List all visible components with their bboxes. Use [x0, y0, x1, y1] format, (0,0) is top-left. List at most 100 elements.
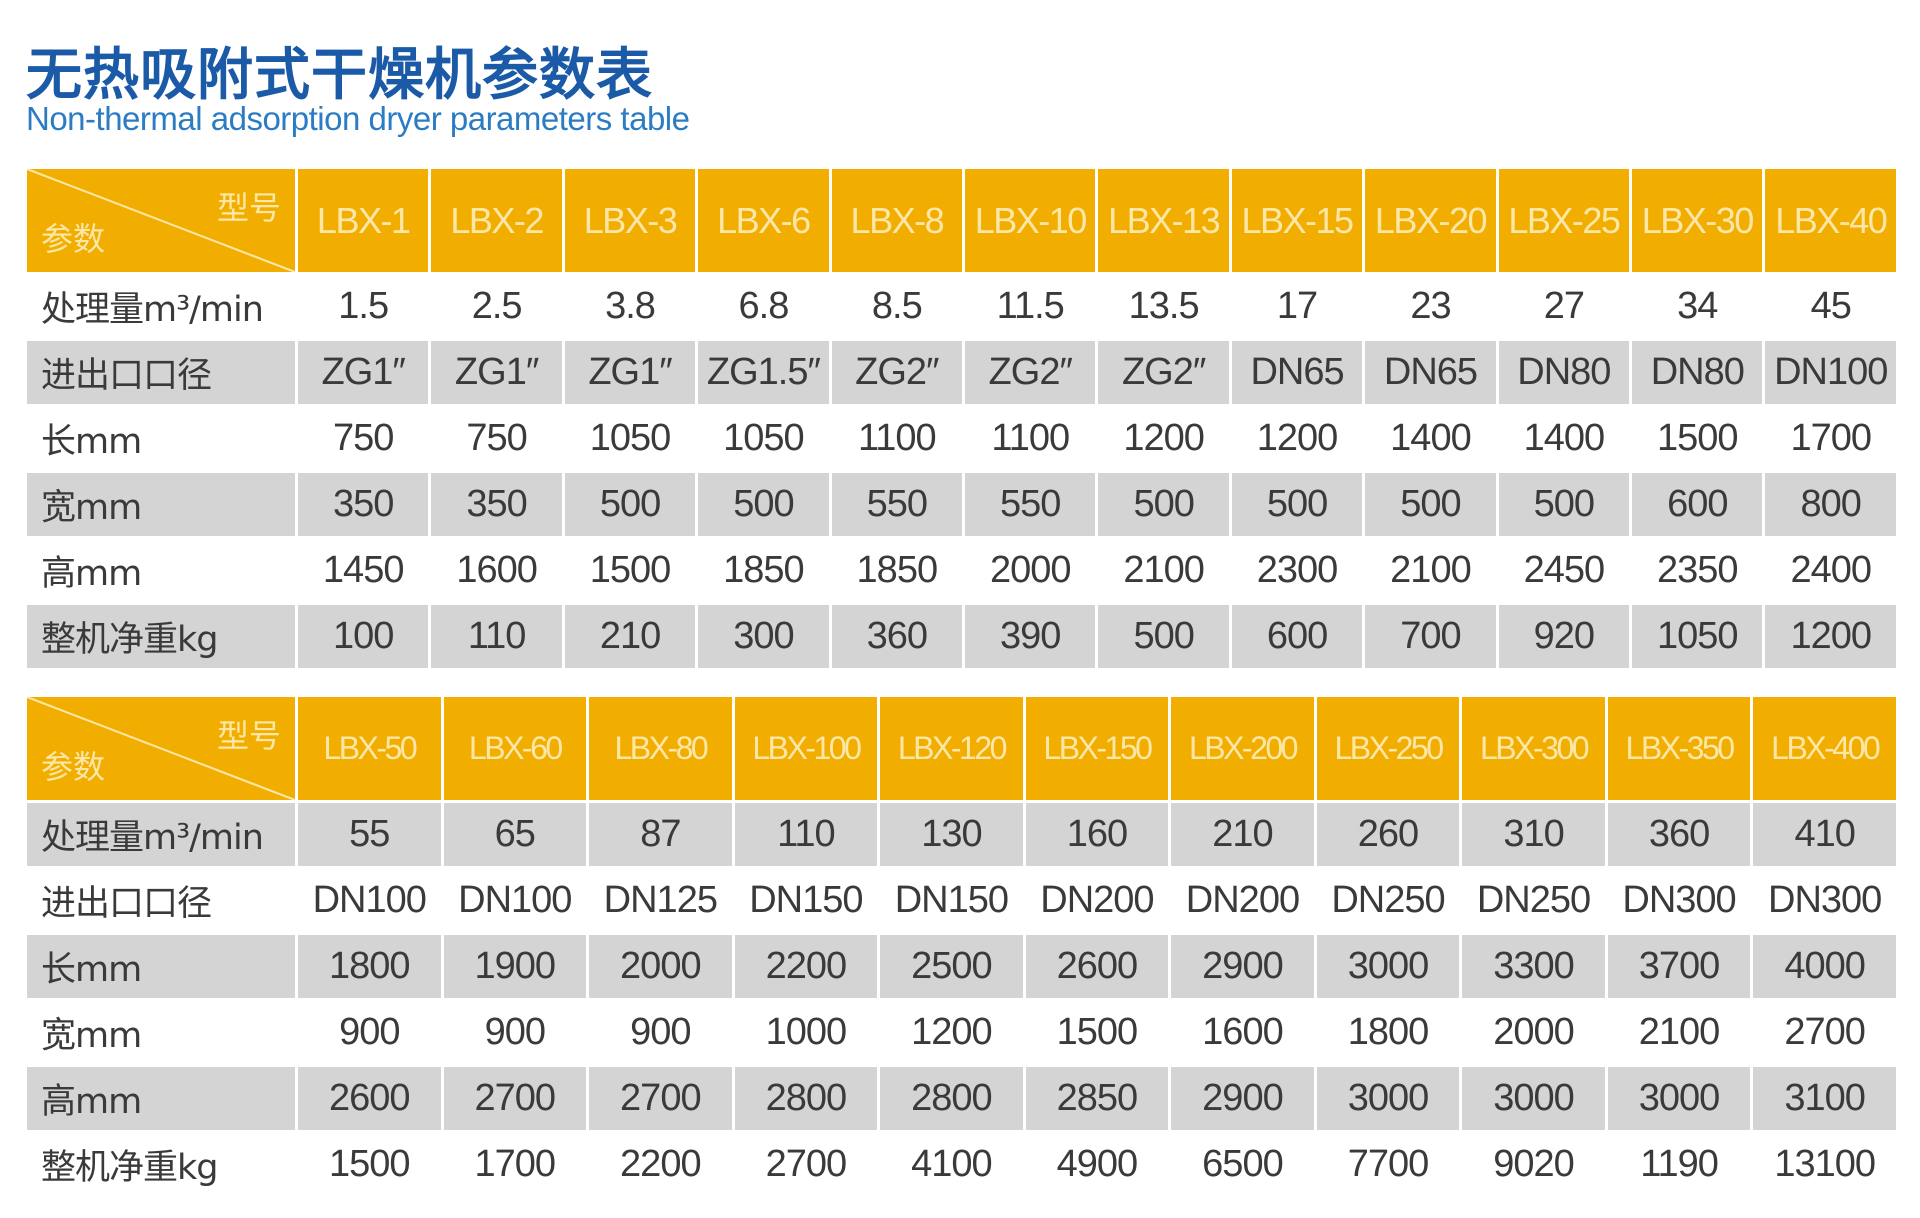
model-header-cell: LBX-200	[1171, 697, 1314, 800]
value-cell: DN80	[1498, 341, 1630, 404]
value-cell: 1700	[1790, 417, 1872, 459]
value-cell: DN200	[1185, 879, 1300, 921]
value-cell: 2400	[1790, 549, 1872, 591]
value-cell: 7700	[1347, 1143, 1430, 1185]
value-cell: 500	[1231, 473, 1363, 536]
model-header-cell: LBX-10	[965, 169, 1096, 272]
value-cell: 600	[1231, 605, 1363, 668]
value-cell: 1190	[1640, 1143, 1719, 1185]
value-cell: 8.5	[871, 285, 923, 327]
value-cell: 3000	[1462, 1067, 1605, 1130]
value-cell: 1600	[456, 549, 538, 591]
spec-table-2: 型号 参数 LBX-50 LBX-60 LBX-80 LBX-100 LBX-120 LBX-…	[24, 694, 1899, 1199]
value-cell: 13.5	[1128, 285, 1200, 327]
model-label: 型号	[216, 189, 281, 227]
value-cell: ZG1″	[298, 341, 429, 404]
value-cell: DN250	[1476, 879, 1591, 921]
value-cell: 210	[564, 605, 696, 668]
model-header-cell: LBX-15	[1231, 169, 1363, 272]
value-cell: 500	[1098, 605, 1229, 668]
value-cell: 1800	[1347, 1011, 1430, 1053]
model-header-cell: LBX-50	[298, 697, 441, 800]
value-cell: 4000	[1753, 935, 1896, 998]
corner-header-cell: 型号参数	[27, 169, 295, 272]
value-cell: 550	[965, 473, 1096, 536]
value-cell: 360	[1607, 803, 1751, 866]
model-header-cell: LBX-100	[734, 697, 878, 800]
row-label: 宽mm	[41, 1016, 142, 1056]
model-header-cell: LBX-20	[1365, 169, 1496, 272]
value-cell: 500	[1498, 473, 1630, 536]
param-label: 参数	[41, 748, 106, 786]
value-cell: 87	[589, 803, 732, 866]
value-cell: DN100	[312, 879, 427, 921]
value-cell: ZG2″	[965, 341, 1096, 404]
value-cell: 34	[1677, 285, 1718, 327]
value-cell: 6.8	[738, 285, 790, 327]
value-cell: 1400	[1390, 417, 1472, 459]
value-cell: 100	[298, 605, 429, 668]
model-header-cell: LBX-40	[1765, 169, 1896, 272]
value-cell: 500	[1098, 473, 1229, 536]
table-row: 处理量m³/min 55 65 87 110 130 160 210 260 310 360 410	[27, 803, 1896, 866]
value-cell: 2450	[1523, 549, 1606, 591]
table-row: 宽mm 350 350 500 500 550 550 500 500 500 500 600 800	[27, 473, 1896, 536]
value-cell: 550	[831, 473, 963, 536]
row-label: 进出口口径	[27, 341, 295, 404]
value-cell: ZG1″	[431, 341, 562, 404]
page-title: 无热吸附式干燥机参数表	[26, 43, 653, 108]
value-cell: 1850	[856, 549, 939, 591]
value-cell: 2200	[734, 935, 878, 998]
value-cell: 1.5	[338, 285, 389, 327]
value-cell: DN150	[749, 879, 863, 921]
model-header-cell: LBX-400	[1753, 697, 1896, 800]
value-cell: 1050	[723, 417, 805, 459]
model-header-cell: LBX-300	[1462, 697, 1605, 800]
value-cell: 310	[1462, 803, 1605, 866]
value-cell: 2300	[1256, 549, 1339, 591]
row-label: 长mm	[41, 422, 142, 462]
value-cell: 1700	[474, 1143, 557, 1185]
value-cell: 2100	[1123, 549, 1205, 591]
table-row: 进出口口径 ZG1″ ZG1″ ZG1″ ZG1.5″ ZG2″ ZG2″ ZG2″ DN65 D…	[27, 341, 1896, 404]
value-cell: 2800	[880, 1067, 1023, 1130]
value-cell: DN100	[1765, 341, 1896, 404]
corner-header-cell: 型号 参数	[27, 697, 295, 800]
model-header-cell: LBX-13	[1098, 169, 1229, 272]
value-cell: 700	[1365, 605, 1496, 668]
value-cell: 9020	[1493, 1143, 1575, 1185]
value-cell: 110	[431, 605, 562, 668]
value-cell: DN65	[1365, 341, 1496, 404]
value-cell: DN65	[1231, 341, 1363, 404]
value-cell: 900	[339, 1011, 400, 1053]
value-cell: 6500	[1202, 1143, 1284, 1185]
table-row: 高mm 2600 2700 2700 2800 2800 2850 2900 3000 3000 3…	[27, 1067, 1896, 1130]
value-cell: 1450	[322, 549, 405, 591]
value-cell: 800	[1765, 473, 1896, 536]
value-cell: 1500	[328, 1143, 411, 1185]
value-cell: DN300	[1768, 879, 1882, 921]
model-header-cell: LBX-1	[298, 169, 429, 272]
value-cell: 1600	[1202, 1011, 1284, 1053]
row-label: 高mm	[27, 1067, 295, 1130]
value-cell: 2700	[443, 1067, 587, 1130]
value-cell: ZG1″	[564, 341, 696, 404]
table-row: 进出口口径 DN100 DN100 DN125 DN150 DN150 DN200 DN200…	[27, 869, 1896, 932]
value-cell: 1000	[765, 1011, 848, 1053]
row-label: 进出口口径	[41, 884, 212, 924]
value-cell: ZG2″	[831, 341, 963, 404]
page-subtitle: Non-thermal adsorption dryer parameters …	[26, 100, 690, 137]
value-cell: 3000	[1607, 1067, 1751, 1130]
value-cell: 360	[831, 605, 963, 668]
value-cell: 2700	[1784, 1011, 1866, 1053]
model-header-cell: LBX-120	[880, 697, 1023, 800]
value-cell: 130	[880, 803, 1023, 866]
value-cell: 260	[1316, 803, 1460, 866]
diagonal-divider	[27, 169, 295, 272]
table-row: 长mm 750 750 1050 1050 1100 1100 1200 1200 1400 140…	[27, 407, 1896, 470]
value-cell: 2100	[1390, 549, 1472, 591]
model-header-cell: LBX-3	[564, 169, 696, 272]
value-cell: 1200	[911, 1011, 993, 1053]
model-header-cell: LBX-80	[589, 697, 732, 800]
param-label: 参数	[41, 220, 106, 258]
